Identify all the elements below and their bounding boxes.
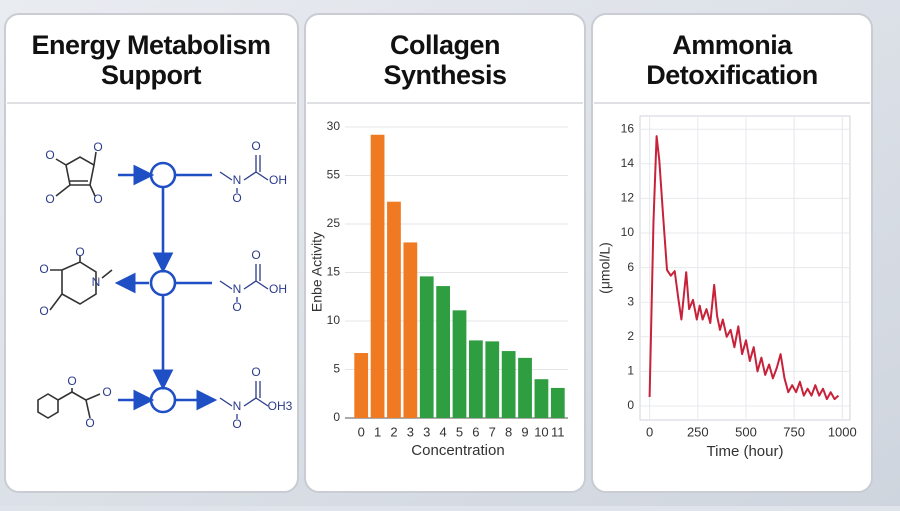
x-tick-label: 0: [358, 424, 365, 439]
y-tick-label: 55: [327, 168, 341, 182]
product: [219, 381, 269, 419]
bar: [534, 379, 549, 418]
x-axis-label: Time (hour): [707, 443, 784, 460]
y-axis-label: Enbe Activity: [309, 232, 325, 312]
bar: [518, 357, 532, 418]
x-tick-label: 5: [456, 424, 463, 439]
x-tick-label: 6: [472, 424, 479, 439]
atom-label: O: [251, 248, 260, 262]
y-tick-label: 10: [327, 313, 341, 327]
y-tick-label: 16: [621, 121, 635, 135]
bar: [370, 134, 385, 418]
atom-label: O: [93, 140, 102, 154]
y-tick-label: 0: [627, 398, 634, 412]
atom-label: O: [75, 245, 84, 259]
y-axis-label: (μmol/L): [597, 242, 613, 294]
molecule: [37, 388, 101, 419]
panel-title: Detoxification: [646, 60, 818, 90]
product: [219, 155, 269, 193]
atom-label: O: [45, 192, 54, 206]
y-tick-label: 5: [333, 362, 340, 376]
bar: [452, 310, 467, 418]
atom-label: OH: [269, 173, 287, 187]
atom-label: O: [85, 416, 94, 430]
x-tick-label: 750: [783, 424, 805, 439]
arrow: [176, 173, 212, 400]
atom-label: OH: [269, 282, 287, 296]
y-tick-label: 14: [621, 156, 635, 170]
molecules: [37, 151, 269, 419]
panel: [591, 13, 873, 493]
atom-label: O: [251, 365, 260, 379]
atom-label: O: [102, 385, 111, 399]
y-tick-label: 25: [327, 216, 341, 230]
panel-title: Synthesis: [383, 60, 506, 90]
panel-title: Support: [101, 60, 201, 90]
x-tick-label: 1000: [828, 424, 857, 439]
atom-label: O: [232, 191, 241, 205]
x-tick-label: 3: [407, 424, 414, 439]
panels: [4, 13, 873, 493]
y-tick-label: 10: [621, 225, 635, 239]
y-tick-label: 30: [327, 119, 341, 133]
atom-label: O: [232, 417, 241, 431]
atom-label: O: [251, 139, 260, 153]
product: [219, 264, 269, 302]
molecule: [49, 256, 113, 311]
bar: [354, 353, 369, 418]
bar: [550, 387, 565, 418]
bar: [501, 351, 516, 418]
panel-title: Energy Metabolism: [31, 30, 270, 60]
atom-label: N: [92, 275, 101, 289]
x-tick-label: 250: [687, 424, 709, 439]
y-tick-label: 6: [627, 260, 634, 274]
bar: [436, 286, 450, 418]
atom-label: O: [39, 262, 48, 276]
x-tick-label: 4: [439, 424, 446, 439]
bar: [485, 341, 500, 418]
x-tick-label: 500: [735, 424, 757, 439]
x-tick-label: 3: [423, 424, 430, 439]
y-tick-label: 12: [621, 191, 635, 205]
atom-label: OH3: [268, 399, 293, 413]
atom-label: O: [93, 192, 102, 206]
x-tick-label: 0: [646, 424, 653, 439]
x-tick-label: 7: [489, 424, 496, 439]
x-tick-label: 1: [374, 424, 381, 439]
molecule: [55, 151, 97, 197]
flow-arrows: [114, 161, 212, 412]
bar: [387, 201, 401, 418]
x-tick-label: 8: [505, 424, 512, 439]
y-tick-label: 1: [627, 364, 634, 378]
atom-label: O: [67, 374, 76, 388]
bar: [403, 242, 418, 418]
atom-label: N: [233, 282, 242, 296]
atom-label: N: [233, 173, 242, 187]
y-tick-label: 2: [627, 329, 634, 343]
panel-title: Collagen: [390, 30, 500, 60]
y-tick-label: 15: [327, 265, 341, 279]
bar: [419, 276, 434, 418]
bar: [469, 340, 483, 418]
atom-label: O: [45, 148, 54, 162]
x-tick-label: 2: [390, 424, 397, 439]
atom-label: O: [232, 300, 241, 314]
panel: [4, 13, 299, 493]
x-tick-label: 9: [521, 424, 528, 439]
panel-title: Ammonia: [672, 30, 793, 60]
y-tick-label: 0: [333, 410, 340, 424]
x-tick-label: 10: [534, 424, 548, 439]
line-series: [648, 135, 840, 401]
x-tick-label: 11: [551, 424, 565, 439]
x-axis-label: Concentration: [411, 442, 504, 459]
atom-label: N: [233, 399, 242, 413]
y-tick-label: 3: [627, 294, 634, 308]
atom-label: O: [39, 304, 48, 318]
